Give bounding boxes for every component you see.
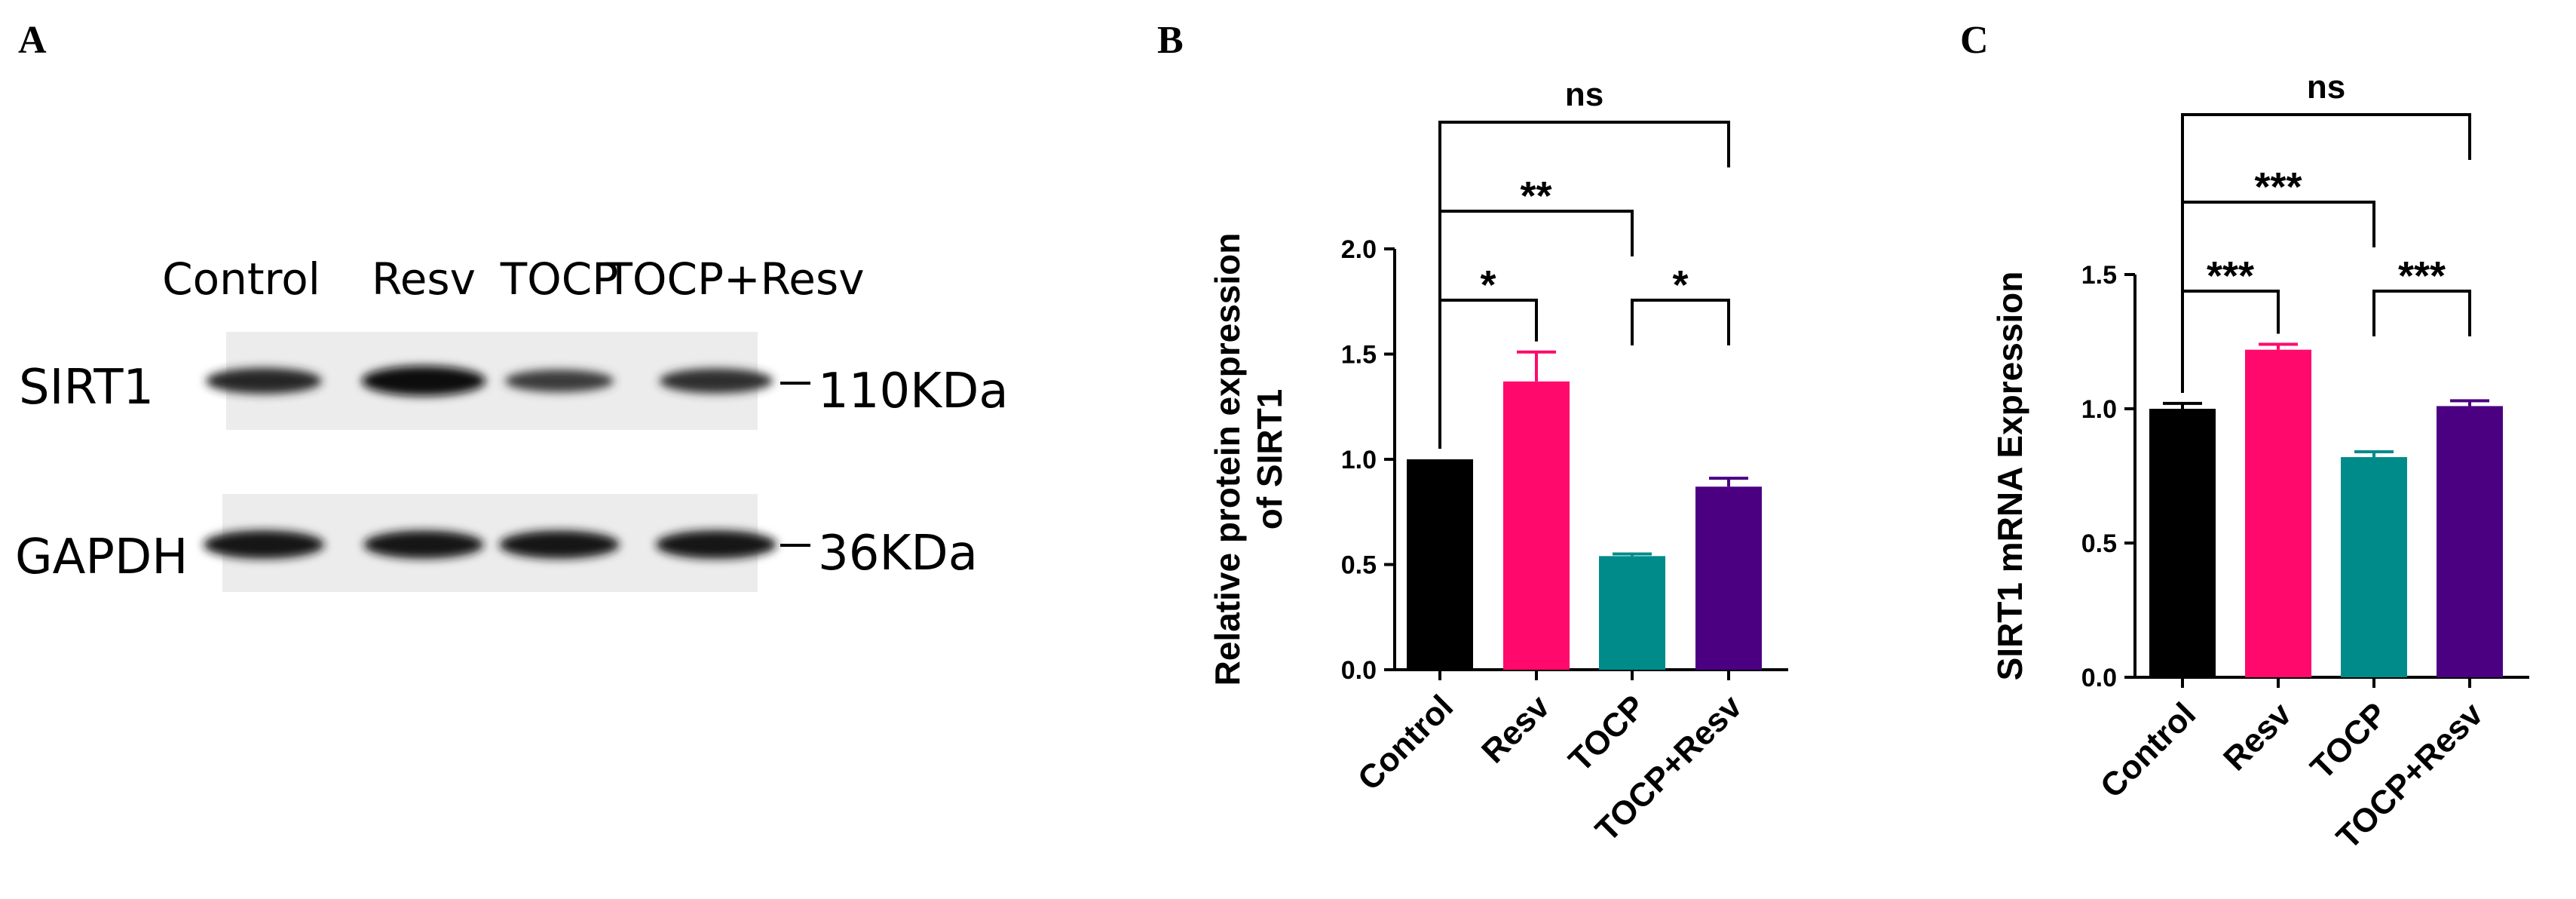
bar-chart-mrna: 0.0 0.5 1.0 1.5 SIRT1 mRNA Expression Control… [1990, 69, 2529, 856]
panel-b-y-axis-label: Relative protein expression [1208, 233, 1247, 686]
panel-b-bar-tocp [1599, 556, 1665, 670]
panel-b-x-tick-label-control: Control [1351, 688, 1460, 797]
western-blot-panel: Control Resv TOCP TOCP+Resv SIRT1 GAPDH … [15, 253, 1009, 592]
panel-c-significance-bracket-0-3 [2181, 113, 2471, 393]
band-gapdh-tocp-resv [655, 530, 777, 559]
panel-c-x-tick-label-tocp: TOCP [2304, 695, 2395, 787]
marker-label-gapdh: 36KDa [818, 526, 978, 581]
panel-b-bar-resv [1503, 381, 1570, 670]
panel-label-a: A [18, 19, 47, 62]
lane-label-resv: Resv [372, 253, 476, 305]
band-gapdh-resv [363, 530, 484, 559]
panel-label-c: C [1960, 19, 1989, 62]
panel-c-bar-control [2149, 409, 2216, 677]
panel-b-x-tick-label-resv: Resv [1475, 688, 1557, 770]
panel-c-bar-resv [2245, 349, 2311, 677]
panel-c-significance-label-2-3: *** [2398, 253, 2446, 299]
panel-c-significance-label-0-3: ns [2307, 69, 2345, 106]
panel-b-y-tick-label: 1.5 [1341, 341, 1377, 370]
panel-c-y-axis-label: SIRT1 mRNA Expression [1990, 272, 2029, 681]
protein-label-gapdh: GAPDH [15, 529, 188, 585]
panel-c-significance-bracket-2-3 [2372, 290, 2471, 336]
panel-label-b: B [1157, 19, 1184, 62]
panel-b-significance-label-0-3: ns [1565, 76, 1603, 113]
protein-label-sirt1: SIRT1 [19, 360, 154, 416]
marker-label-sirt1: 110KDa [818, 364, 1009, 419]
band-gapdh-tocp [499, 530, 620, 559]
panel-b-y-tick-label: 1.0 [1341, 446, 1377, 474]
panel-c-y-tick-label: 0.5 [2081, 529, 2117, 558]
panel-c-significance-label-0-2: *** [2254, 164, 2302, 210]
panel-b-significance-bracket-0-3 [1438, 121, 1730, 449]
panel-c-y-tick-label: 1.5 [2081, 261, 2117, 290]
panel-b-bar-tocp-resv [1695, 486, 1762, 670]
panel-c-x-tick-label-resv: Resv [2216, 695, 2299, 778]
lane-label-tocp: TOCP [500, 253, 619, 305]
panel-c-significance-label-0-1: *** [2207, 253, 2254, 299]
panel-b-x-tick-label-tocp: TOCP [1562, 688, 1653, 779]
panel-c-y-tick-label: 0.0 [2081, 664, 2117, 692]
panel-b-y-axis-label: of SIRT1 [1250, 389, 1289, 530]
band-gapdh-control [203, 530, 325, 559]
panel-b-significance-label-2-3: * [1672, 262, 1688, 308]
band-sirt1-control [206, 367, 322, 394]
panel-c-bar-tocp-resv [2437, 406, 2503, 677]
panel-b-significance-bracket-2-3 [1631, 299, 1730, 345]
lane-label-tocp-resv: TOCP+Resv [605, 253, 864, 305]
band-sirt1-tocp [504, 369, 614, 393]
band-sirt1-resv [361, 366, 486, 396]
panel-b-significance-label-0-2: ** [1520, 173, 1551, 219]
panel-c-x-tick-label-control: Control [2094, 695, 2203, 805]
panel-c-bar-tocp [2341, 457, 2407, 677]
panel-b-bar-control [1407, 459, 1473, 670]
bar-chart-protein: 0.0 0.5 1.0 1.5 2.0 Relative protein expressi… [1208, 76, 1788, 848]
panel-c-y-tick-label: 1.0 [2081, 395, 2117, 424]
panel-b-y-tick-label: 0.0 [1341, 656, 1377, 685]
lane-label-control: Control [162, 253, 320, 305]
panel-b-y-tick-label: 0.5 [1341, 551, 1377, 580]
panel-b-significance-label-0-1: * [1480, 262, 1496, 308]
panel-b-y-tick-label: 2.0 [1341, 235, 1377, 264]
band-sirt1-tocp-resv [659, 368, 773, 394]
